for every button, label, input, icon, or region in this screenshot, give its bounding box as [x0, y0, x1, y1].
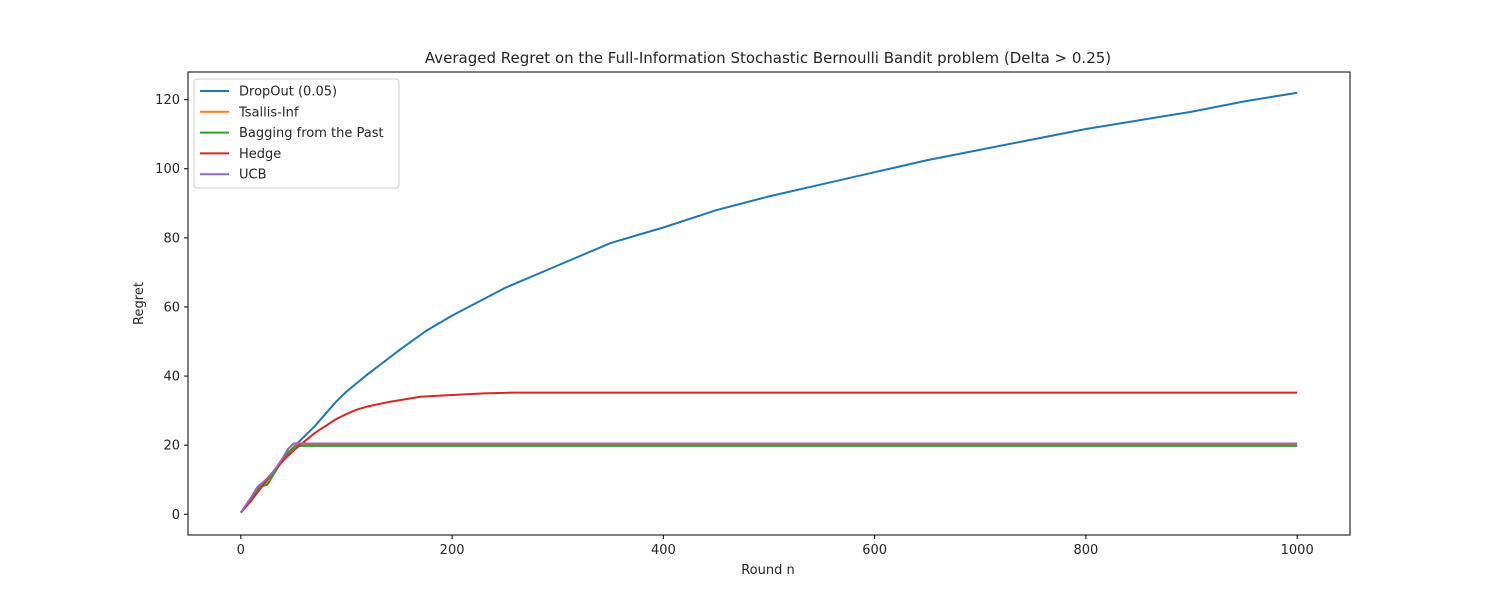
x-axis-ticks: 0 200 400 600 800 1000: [237, 535, 1314, 558]
legend-items: DropOut (0.05) Tsallis-Inf Bagging from th…: [200, 85, 384, 183]
series-line-bagging-from-the-past: [240, 444, 1298, 514]
x-axis-title: Round n: [741, 563, 795, 578]
y-axis-title: Regret: [132, 282, 147, 325]
x-tick-label: 0: [237, 543, 245, 558]
y-tick-label: 20: [163, 439, 180, 454]
legend-label-bagging-from-the-past: Bagging from the Past: [239, 126, 384, 141]
series-line-ucb: [239, 442, 1298, 514]
x-tick-label: 800: [1073, 543, 1098, 558]
y-axis-ticks: 0 20 40 60 80 100 120: [155, 93, 188, 523]
y-tick-label: 0: [172, 508, 180, 523]
series-layer: [239, 91, 1298, 514]
legend: DropOut (0.05) Tsallis-Inf Bagging from th…: [193, 78, 400, 189]
legend-label-tsallis-inf: Tsallis-Inf: [238, 105, 299, 120]
legend-label-hedge: Hedge: [239, 147, 281, 162]
chart-title: Averaged Regret on the Full-Information …: [425, 49, 1111, 67]
plot-frame: [187, 71, 1351, 536]
x-tick-label: 1000: [1281, 543, 1314, 558]
x-tick-label: 400: [651, 543, 676, 558]
y-tick-label: 80: [163, 231, 180, 246]
y-tick-label: 120: [155, 93, 180, 108]
legend-label-dropout-0-05: DropOut (0.05): [239, 85, 337, 100]
y-tick-label: 60: [163, 300, 180, 315]
legend-box: [193, 78, 400, 189]
y-tick-label: 40: [163, 370, 180, 385]
y-tick-label: 100: [155, 162, 180, 177]
x-tick-label: 200: [440, 543, 465, 558]
legend-label-ucb: UCB: [239, 168, 267, 183]
plot-area: 0 200 400 600 800 1000 0 20 40 60 80 100 120: [155, 71, 1351, 558]
x-tick-label: 600: [862, 543, 887, 558]
